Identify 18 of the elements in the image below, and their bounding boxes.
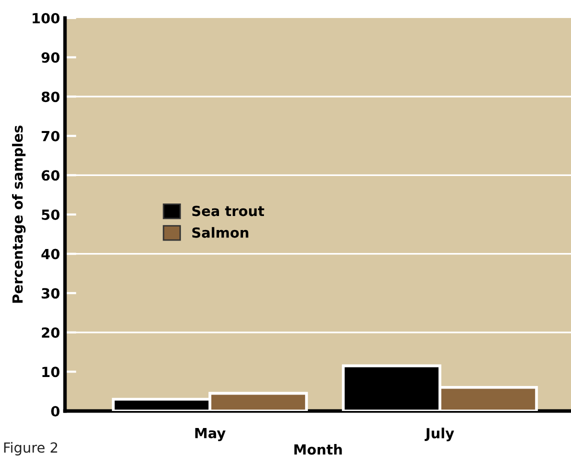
y-tick-label: 90 [42,52,60,63]
y-tick-label: 60 [42,170,60,181]
y-tick-label: 30 [42,288,60,299]
y-axis-title: Percentage of samples [12,126,26,303]
y-tick-label: 50 [42,209,60,220]
y-tick-label: 100 [32,12,60,24]
y-tick-label: 80 [42,92,60,102]
legend-label: Sea trout [192,206,264,216]
x-tick-label: May [195,428,226,442]
legend-label: Salmon [192,227,248,238]
y-tick-label: 70 [42,130,60,142]
y-tick-label: 0 [51,406,60,416]
caption: Figure 2 [4,442,58,456]
x-axis-title: Month [294,444,342,455]
y-tick-label: 10 [42,366,60,378]
y-tick-label: 40 [41,248,60,260]
y-tick-label: 20 [42,327,60,338]
x-tick-label: July [424,428,454,442]
